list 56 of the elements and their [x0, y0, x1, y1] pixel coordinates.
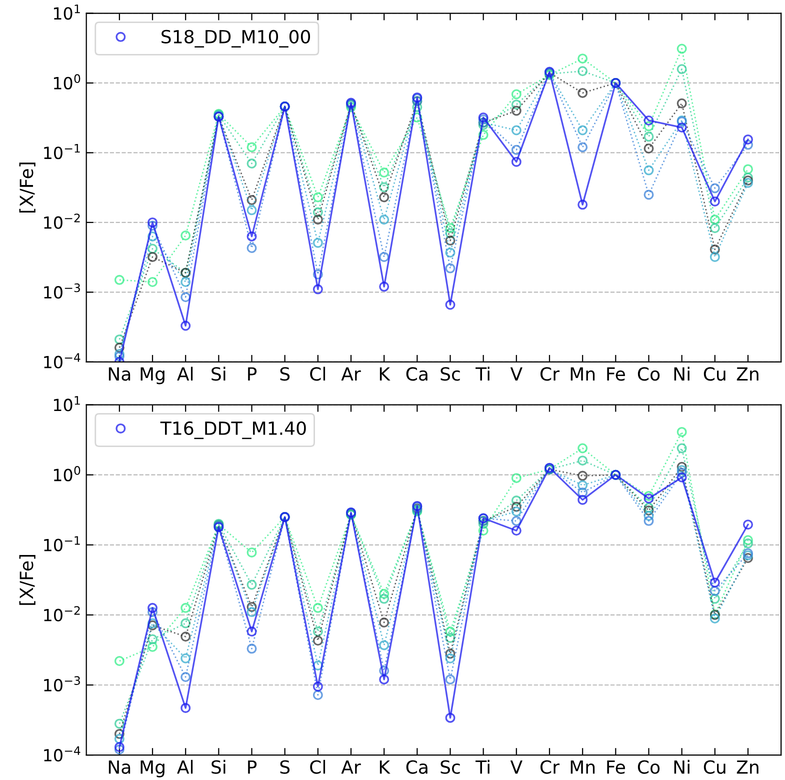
y-tick-label: 10$^{−4}$: [44, 746, 80, 762]
x-tick-label: Co: [638, 367, 660, 381]
x-tick-label: Ar: [341, 367, 361, 380]
x-tick-label: Al: [177, 366, 193, 380]
y-tick-label: 10$^{−2}$: [44, 606, 80, 622]
y-tick-label: 10$^{−1}$: [44, 536, 80, 552]
y-tick-label: 10$^{0}$: [54, 466, 80, 482]
x-tick-label: Cl: [310, 760, 326, 774]
x-tick-label: Ca: [406, 367, 428, 381]
x-tick-label: Cu: [704, 760, 726, 774]
x-tick-label: Si: [212, 366, 226, 381]
y-axis-title: [X/Fe]: [19, 554, 36, 605]
x-tick-label: P: [248, 367, 257, 380]
x-tick-label: P: [248, 760, 257, 774]
x-tick-label: Al: [177, 760, 193, 774]
y-axis-title: [X/Fe]: [19, 162, 36, 213]
x-tick-label: K: [380, 760, 390, 774]
x-tick-label: Ca: [406, 760, 428, 774]
x-tick-label: Si: [212, 760, 226, 774]
x-tick-label: Na: [108, 760, 130, 774]
x-tick-label: Zn: [736, 760, 758, 774]
x-tick-label: Cr: [540, 760, 560, 774]
x-tick-label: Ti: [476, 760, 490, 774]
x-tick-label: V: [510, 367, 522, 380]
legend-label: S18_DD_M10_00: [162, 30, 310, 48]
y-tick-label: 10$^{−2}$: [44, 214, 80, 229]
x-tick-label: Cr: [540, 367, 560, 381]
x-tick-label: Ni: [674, 366, 690, 380]
x-tick-label: Mn: [570, 367, 595, 380]
x-tick-label: Mg: [140, 367, 164, 384]
y-tick-label: 10$^{−3}$: [44, 283, 80, 299]
x-tick-label: Mg: [140, 760, 164, 778]
y-tick-label: 10$^{−3}$: [44, 676, 80, 692]
x-tick-label: K: [380, 367, 390, 380]
x-tick-label: Sc: [440, 367, 460, 381]
x-tick-label: Na: [108, 367, 130, 381]
x-tick-label: Cl: [310, 366, 326, 381]
x-tick-label: Ti: [476, 366, 490, 380]
x-tick-label: Mn: [570, 760, 595, 774]
x-tick-label: Fe: [607, 760, 625, 774]
x-tick-label: Zn: [736, 367, 758, 380]
x-tick-label: Ni: [674, 760, 690, 774]
x-tick-label: Sc: [440, 760, 460, 774]
x-tick-label: S: [280, 367, 290, 381]
y-tick-label: 10$^{1}$: [54, 396, 80, 412]
legend-label: T16_DDT_M1.40: [160, 421, 306, 440]
x-tick-label: Cu: [704, 367, 726, 381]
x-tick-label: Co: [638, 760, 660, 774]
x-tick-label: V: [510, 760, 522, 774]
y-tick-label: 10$^{0}$: [54, 74, 80, 90]
y-tick-label: 10$^{−4}$: [44, 353, 80, 368]
x-tick-label: Fe: [607, 367, 625, 381]
x-tick-label: Ar: [341, 760, 361, 774]
y-tick-label: 10$^{1}$: [54, 4, 80, 20]
x-tick-label: S: [280, 760, 290, 774]
y-tick-label: 10$^{−1}$: [44, 144, 80, 160]
